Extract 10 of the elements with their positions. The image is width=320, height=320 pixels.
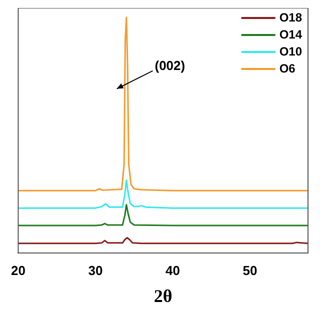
x-tick-label: 40 — [166, 263, 180, 278]
annotation: (002) — [154, 58, 186, 73]
legend-label: O6 — [279, 61, 296, 76]
legend-label: O14 — [279, 27, 302, 42]
legend-label: O18 — [279, 10, 302, 24]
x-tick-label: 50 — [242, 263, 258, 278]
x-tick-label: 30 — [88, 263, 103, 278]
legend-label: O10 — [279, 44, 302, 58]
x-axis-title: 2θ — [154, 286, 172, 306]
x-tick-label: 20 — [10, 263, 26, 278]
